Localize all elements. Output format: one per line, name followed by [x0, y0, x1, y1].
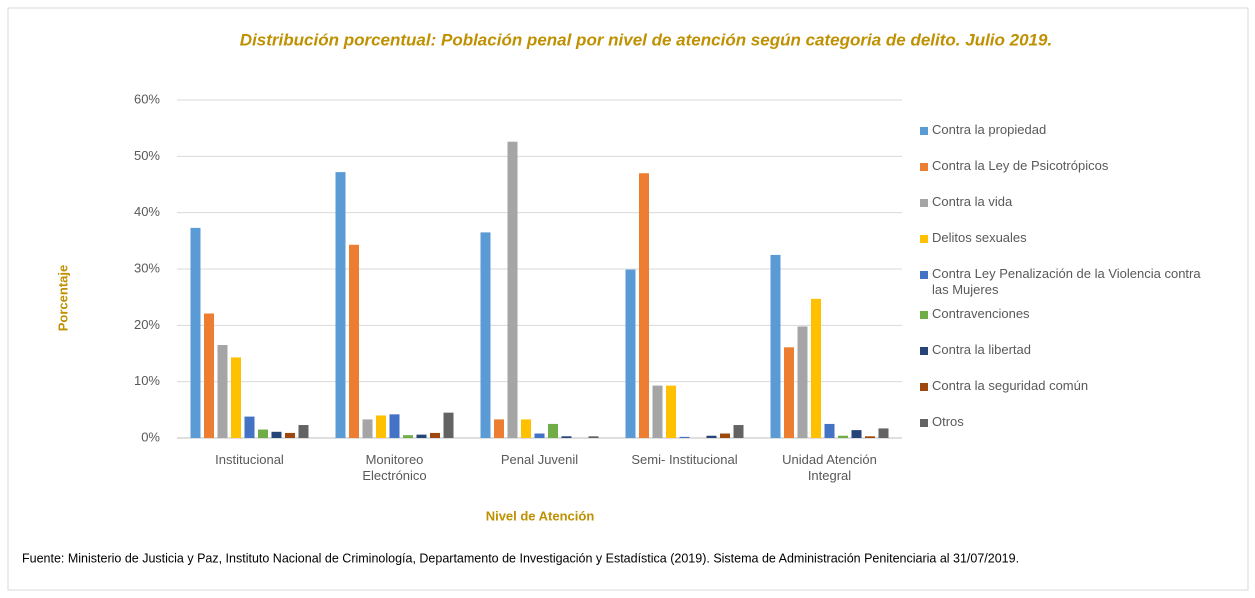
legend-label: Contra Ley Penalización de la Violencia … — [932, 266, 1201, 297]
bar — [416, 434, 427, 438]
chart-border — [7, 7, 1249, 591]
bar — [588, 436, 599, 438]
y-tick-label: 60% — [134, 91, 160, 106]
bar — [639, 173, 649, 438]
bar — [507, 141, 518, 439]
y-tick-label: 10% — [134, 373, 160, 388]
x-tick-label: Institucional — [215, 452, 284, 467]
bar — [865, 436, 875, 438]
bar — [376, 415, 386, 438]
legend-swatch — [920, 199, 928, 207]
bar — [231, 357, 241, 438]
bar — [362, 419, 373, 438]
legend-label: Contra la libertad — [932, 342, 1031, 357]
y-tick-label: 40% — [134, 204, 160, 219]
bar — [258, 429, 268, 438]
x-axis-title: Nivel de Atención — [486, 508, 595, 523]
bar — [349, 244, 359, 438]
bar — [838, 435, 848, 438]
bar — [706, 435, 717, 438]
bar — [784, 347, 794, 438]
y-tick-label: 0% — [141, 429, 160, 444]
y-tick-label: 30% — [134, 260, 160, 275]
bar — [797, 326, 808, 438]
legend-label: Contra la Ley de Psicotrópicos — [932, 158, 1109, 173]
x-tick-label: Penal Juvenil — [501, 452, 578, 467]
bar — [285, 432, 295, 438]
x-tick-label: Semi- Institucional — [631, 452, 737, 467]
bar — [720, 433, 730, 438]
bar — [298, 425, 309, 438]
bar — [666, 385, 676, 438]
legend-swatch — [920, 235, 928, 243]
legend-swatch — [920, 419, 928, 427]
bar — [244, 416, 255, 438]
bar — [389, 414, 400, 438]
bar — [190, 227, 201, 438]
bar — [824, 423, 835, 438]
bar — [770, 254, 781, 438]
legend-swatch — [920, 347, 928, 355]
bar — [217, 345, 228, 438]
bar — [480, 232, 491, 438]
legend-label: Contravenciones — [932, 306, 1030, 321]
bar — [494, 419, 504, 438]
legend-label: Contra la seguridad común — [932, 378, 1088, 393]
bar — [534, 433, 545, 438]
y-tick-label: 50% — [134, 148, 160, 163]
bar — [204, 313, 214, 438]
x-tick-label: Monitoreo Electrónico — [362, 452, 426, 483]
bar — [443, 412, 454, 438]
bar — [679, 436, 690, 438]
y-tick-label: 20% — [134, 317, 160, 332]
bar — [521, 419, 531, 438]
legend-swatch — [920, 271, 928, 279]
bar — [271, 431, 282, 438]
bar — [625, 269, 636, 438]
bar — [430, 432, 440, 438]
bar — [548, 423, 558, 438]
bar — [652, 385, 663, 438]
legend-label: Otros — [932, 414, 964, 429]
bar — [403, 435, 413, 438]
x-tick-label: Unidad Atención Integral — [782, 452, 877, 483]
legend-swatch — [920, 163, 928, 171]
bar — [335, 172, 346, 438]
legend-label: Delitos sexuales — [932, 230, 1027, 245]
bar — [811, 298, 821, 438]
legend-swatch — [920, 311, 928, 319]
legend-swatch — [920, 383, 928, 391]
bar — [561, 436, 572, 438]
bar — [733, 425, 744, 438]
legend-label: Contra la propiedad — [932, 122, 1046, 137]
source-note: Fuente: Ministerio de Justicia y Paz, In… — [22, 551, 1019, 565]
chart-title: Distribución porcentual: Población penal… — [240, 30, 1052, 49]
bar — [878, 428, 889, 438]
legend-label: Contra la vida — [932, 194, 1013, 209]
y-axis-title: Porcentaje — [55, 265, 70, 331]
bar — [851, 430, 862, 438]
legend-swatch — [920, 127, 928, 135]
